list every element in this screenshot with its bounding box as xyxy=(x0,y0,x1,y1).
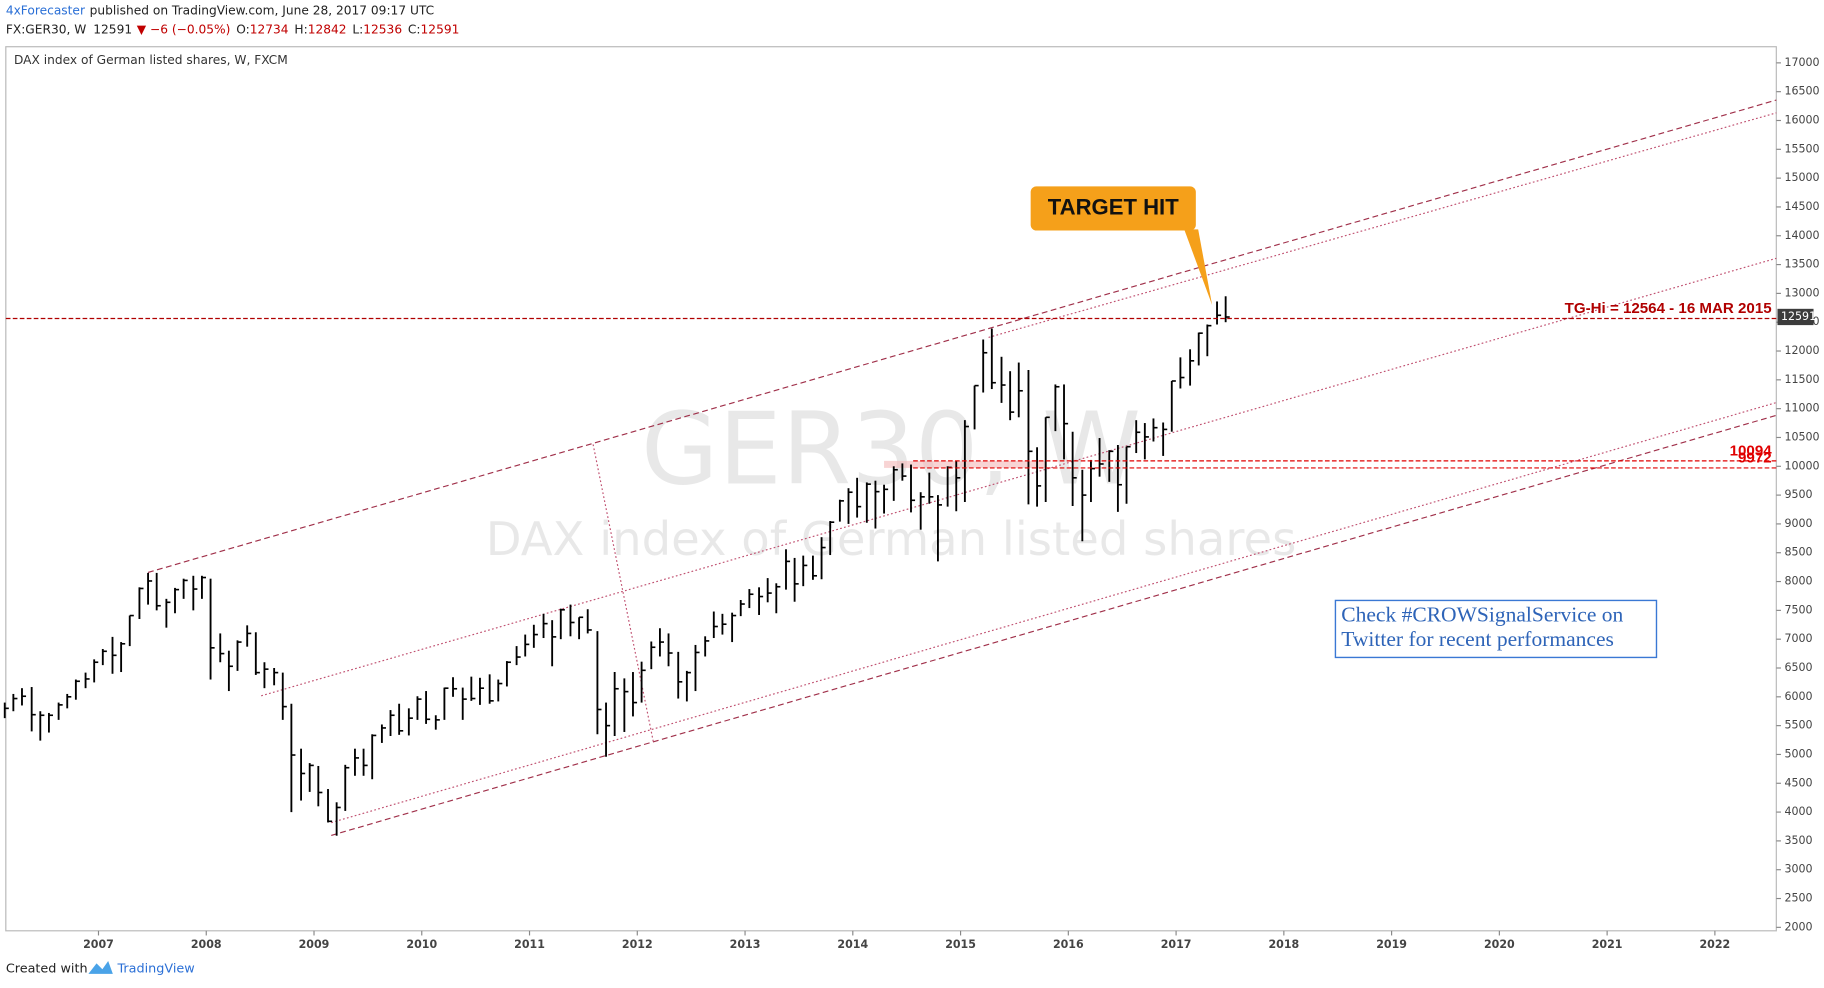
y-tick-label: 3500 xyxy=(1784,834,1812,847)
x-tick-label: 2022 xyxy=(1700,938,1731,951)
quote-value: 12591 xyxy=(421,22,460,36)
last-price-tag xyxy=(1777,308,1814,326)
trendline xyxy=(331,401,1777,824)
y-tick-label: 9000 xyxy=(1784,517,1812,530)
level-label: TG-Hi = 12564 - 16 MAR 2015 xyxy=(1565,300,1772,317)
price: 12591 xyxy=(93,22,132,36)
text-box-line: Twitter for recent performances xyxy=(1341,627,1614,651)
y-tick-label: 7000 xyxy=(1784,632,1812,645)
text-box: Check #CROWSignalService on Twitter for … xyxy=(1334,599,1658,659)
y-tick-label: 5500 xyxy=(1784,719,1812,732)
y-tick-label: 8500 xyxy=(1784,546,1812,559)
y-tick-label: 7500 xyxy=(1784,603,1812,616)
watermark-symbol: GER30, W xyxy=(641,391,1141,508)
y-tick-label: 9500 xyxy=(1784,488,1812,501)
quote-value: 12842 xyxy=(308,22,347,36)
y-tick-label: 17000 xyxy=(1784,56,1819,69)
y-tick-label: 4000 xyxy=(1784,805,1812,818)
y-tick-label: 15500 xyxy=(1784,142,1819,155)
y-tick-label: 3000 xyxy=(1784,863,1812,876)
x-tick-label: 2016 xyxy=(1053,938,1084,951)
quote-value: 12734 xyxy=(250,22,289,36)
x-tick-label: 2019 xyxy=(1376,938,1407,951)
symbol: FX:GER30, W xyxy=(6,22,86,36)
y-tick-label: 10000 xyxy=(1784,459,1819,472)
trendline xyxy=(147,99,1777,574)
y-tick-label: 2000 xyxy=(1784,920,1812,933)
y-tick-label: 12000 xyxy=(1784,344,1819,357)
trendline xyxy=(592,444,655,743)
x-tick-label: 2017 xyxy=(1161,938,1192,951)
quote-label: C: xyxy=(408,22,421,36)
y-tick-label: 4500 xyxy=(1784,776,1812,789)
footer-text: Created with xyxy=(6,962,88,977)
quote-label: L: xyxy=(352,22,363,36)
header-line: 4xForecaster published on TradingView.com… xyxy=(6,3,434,17)
x-tick-label: 2012 xyxy=(622,938,653,951)
y-tick-label: 13500 xyxy=(1784,258,1819,271)
y-tick-label: 6500 xyxy=(1784,661,1812,674)
watermark-description: DAX index of German listed shares xyxy=(486,512,1297,566)
y-tick-label: 5000 xyxy=(1784,747,1812,760)
y-tick-label: 16500 xyxy=(1784,85,1819,98)
y-tick-label: 2500 xyxy=(1784,892,1812,905)
last-price-label: 12591 xyxy=(1781,310,1816,323)
y-tick-label: 8000 xyxy=(1784,575,1812,588)
quote-label: H: xyxy=(294,22,307,36)
x-tick-label: 2008 xyxy=(191,938,222,951)
level-label: 9972 xyxy=(1738,450,1772,467)
y-tick-label: 13000 xyxy=(1784,286,1819,299)
footer: Created with TradingView xyxy=(6,961,195,977)
footer-brand[interactable]: TradingView xyxy=(116,962,194,977)
y-tick-label: 11000 xyxy=(1784,402,1819,415)
published: published on TradingView.com, June 28, 2… xyxy=(90,3,435,17)
callout-text: TARGET HIT xyxy=(1048,194,1179,219)
brand-logo[interactable] xyxy=(88,961,113,974)
y-tick-label: 16000 xyxy=(1784,113,1819,126)
author[interactable]: 4xForecaster xyxy=(6,3,86,17)
y-tick-label: 15000 xyxy=(1784,171,1819,184)
y-tick-label: 14500 xyxy=(1784,200,1819,213)
text-box-line: Check #CROWSignalService on xyxy=(1341,603,1623,627)
y-tick-label: 14000 xyxy=(1784,229,1819,242)
x-tick-label: 2009 xyxy=(299,938,330,951)
x-tick-label: 2014 xyxy=(837,938,868,951)
change: ▼ −6 (−0.05%) xyxy=(137,22,231,36)
text-box-frame xyxy=(1334,599,1658,659)
y-tick-label: 11500 xyxy=(1784,373,1819,386)
x-tick-label: 2021 xyxy=(1592,938,1623,951)
x-tick-label: 2015 xyxy=(945,938,976,951)
quote-label: O: xyxy=(236,22,250,36)
quote-value: 12536 xyxy=(363,22,402,36)
plot-frame xyxy=(5,46,1777,932)
x-tick-label: 2007 xyxy=(83,938,114,951)
callout-box xyxy=(1030,186,1196,231)
chart-title: DAX index of German listed shares, W, FX… xyxy=(14,53,288,67)
quote-line: FX:GER30, W 12591 ▼ −6 (−0.05%) O:12734 H:12… xyxy=(6,22,460,36)
x-tick-label: 2013 xyxy=(730,938,761,951)
x-tick-label: 2020 xyxy=(1484,938,1515,951)
x-tick-label: 2010 xyxy=(406,938,437,951)
y-tick-label: 6000 xyxy=(1784,690,1812,703)
x-tick-label: 2018 xyxy=(1268,938,1299,951)
level-label: 10094 xyxy=(1730,443,1773,460)
y-tick-label: 10500 xyxy=(1784,430,1819,443)
x-tick-label: 2011 xyxy=(514,938,545,951)
callout: TARGET HIT xyxy=(1030,186,1213,305)
